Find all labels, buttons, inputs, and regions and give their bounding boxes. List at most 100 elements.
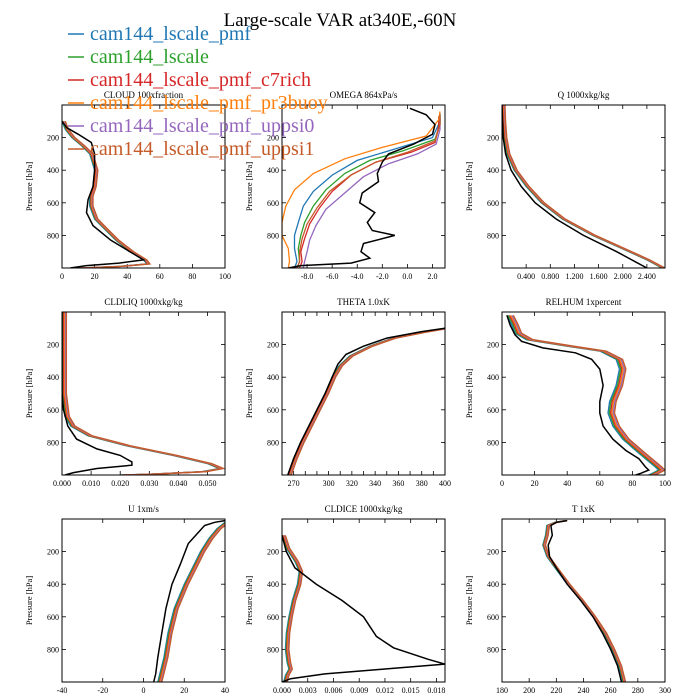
x-tick-label: 0 bbox=[500, 479, 504, 488]
x-tick-label: -40 bbox=[57, 686, 68, 695]
y-tick-label: 400 bbox=[47, 166, 59, 175]
y-tick-label: 200 bbox=[487, 134, 499, 143]
panel-5: THETA 1.0xK Pressure [hPa] 200 400 600 800 270… bbox=[244, 297, 451, 488]
series-line-5 bbox=[544, 519, 626, 682]
x-tick-label: 0.000 bbox=[53, 479, 71, 488]
series-line-3 bbox=[288, 327, 445, 475]
panel-9: T 1xK Pressure [hPa] 200 400 600 800 180 200 220… bbox=[464, 504, 671, 695]
y-tick-label: 800 bbox=[267, 645, 279, 654]
panel-title: T 1xK bbox=[572, 504, 596, 514]
series-line-3 bbox=[63, 312, 224, 475]
series-line-6 bbox=[290, 328, 445, 475]
obs-line bbox=[547, 519, 623, 682]
x-tick-label: 0.018 bbox=[427, 686, 445, 695]
x-tick-label: 300 bbox=[659, 686, 671, 695]
legend-label: cam144_lscale_pmf_pr3buoy bbox=[90, 92, 328, 114]
panel-4: CLDLIQ 1000xkg/kg Pressure [hPa] 200 400 600… bbox=[24, 297, 226, 488]
panel-title: Q 1000xkg/kg bbox=[558, 90, 610, 100]
x-tick-label: 180 bbox=[496, 686, 508, 695]
x-tick-label: 0.050 bbox=[199, 479, 217, 488]
x-tick-label: 20 bbox=[180, 686, 188, 695]
x-tick-label: 0 bbox=[60, 272, 64, 281]
y-tick-label: 800 bbox=[47, 645, 59, 654]
plot-frame bbox=[281, 518, 446, 683]
legend-label: cam144_lscale_pmf_uppsi0 bbox=[90, 115, 314, 137]
y-tick-label: 800 bbox=[47, 438, 59, 447]
obs-line bbox=[287, 327, 445, 475]
x-tick-label: -20 bbox=[97, 686, 108, 695]
x-tick-label: 0 bbox=[142, 686, 146, 695]
series-line-6 bbox=[544, 519, 627, 682]
y-tick-label: 400 bbox=[47, 580, 59, 589]
x-tick-label: 60 bbox=[596, 479, 604, 488]
y-axis-label: Pressure [hPa] bbox=[464, 369, 474, 419]
x-tick-label: 380 bbox=[416, 479, 428, 488]
y-axis-label: Pressure [hPa] bbox=[24, 162, 34, 212]
series-line-1 bbox=[62, 312, 222, 475]
y-tick-label: 400 bbox=[487, 166, 499, 175]
x-tick-label: 240 bbox=[578, 686, 590, 695]
obs-line bbox=[62, 120, 146, 268]
plot-frame bbox=[501, 518, 666, 683]
y-tick-label: 600 bbox=[487, 199, 499, 208]
x-tick-label: 0.000 bbox=[273, 686, 291, 695]
panel-7: U 1xm/s Pressure [hPa] 200 400 600 800 -40 -20 0… bbox=[24, 504, 229, 695]
x-tick-label: 40 bbox=[563, 479, 571, 488]
y-tick-label: 800 bbox=[487, 231, 499, 240]
y-tick-label: 400 bbox=[487, 373, 499, 382]
y-tick-label: 200 bbox=[487, 341, 499, 350]
x-tick-label: 220 bbox=[550, 686, 562, 695]
series-line-6 bbox=[296, 114, 441, 268]
panel-title: CLDLIQ 1000xkg/kg bbox=[104, 297, 183, 307]
plot-frame bbox=[501, 311, 666, 476]
panel-2: OMEGA 864xPa/s Pressure [hPa] 200 400 600 800… bbox=[244, 90, 446, 281]
x-tick-label: 360 bbox=[392, 479, 404, 488]
x-tick-label: 20 bbox=[91, 272, 99, 281]
panel-title: RELHUM 1xpercent bbox=[546, 297, 622, 307]
y-tick-label: 600 bbox=[47, 406, 59, 415]
y-axis-label: Pressure [hPa] bbox=[464, 162, 474, 212]
plot-frame bbox=[281, 311, 446, 476]
x-tick-label: 0.012 bbox=[376, 686, 394, 695]
y-tick-label: 400 bbox=[267, 580, 279, 589]
y-tick-label: 400 bbox=[267, 373, 279, 382]
series-line-6 bbox=[65, 312, 225, 475]
x-tick-label: 0.010 bbox=[82, 479, 100, 488]
plot-frame bbox=[61, 104, 226, 269]
x-tick-label: 0.800 bbox=[541, 272, 559, 281]
x-tick-label: 280 bbox=[632, 686, 644, 695]
x-tick-label: 2.0 bbox=[427, 272, 437, 281]
y-tick-label: 800 bbox=[47, 231, 59, 240]
x-tick-label: 0.400 bbox=[517, 272, 535, 281]
x-tick-label: -6.0 bbox=[326, 272, 339, 281]
legend-label: cam144_lscale bbox=[90, 46, 209, 68]
y-tick-label: 200 bbox=[267, 341, 279, 350]
y-tick-label: 800 bbox=[487, 645, 499, 654]
series-line-3 bbox=[158, 522, 225, 682]
series-line-3 bbox=[298, 116, 440, 268]
legend-label: cam144_lscale_pmf bbox=[90, 23, 251, 45]
x-tick-label: 1.200 bbox=[565, 272, 583, 281]
panel-3: Q 1000xkg/kg Pressure [hPa] 200 400 600 800 0.… bbox=[464, 90, 666, 281]
x-tick-label: -2.0 bbox=[376, 272, 389, 281]
x-tick-label: 200 bbox=[523, 686, 535, 695]
series-line-6 bbox=[64, 121, 152, 268]
y-tick-label: 600 bbox=[487, 613, 499, 622]
series-line-1 bbox=[293, 113, 441, 268]
series-line-4 bbox=[289, 328, 445, 475]
series-line-5 bbox=[511, 315, 665, 475]
x-tick-label: -8.0 bbox=[301, 272, 314, 281]
y-axis-label: Pressure [hPa] bbox=[244, 576, 254, 626]
series-line-4 bbox=[282, 111, 441, 268]
panel-title: CLDICE 1000xkg/kg bbox=[325, 504, 403, 514]
y-axis-label: Pressure [hPa] bbox=[464, 576, 474, 626]
y-tick-label: 400 bbox=[47, 373, 59, 382]
plot-frame bbox=[281, 104, 446, 269]
legend-label: cam144_lscale_pmf_c7rich bbox=[90, 69, 311, 91]
plot-frame bbox=[501, 104, 666, 269]
y-tick-label: 600 bbox=[47, 613, 59, 622]
obs-line bbox=[502, 105, 648, 268]
series-line-2 bbox=[157, 522, 225, 682]
